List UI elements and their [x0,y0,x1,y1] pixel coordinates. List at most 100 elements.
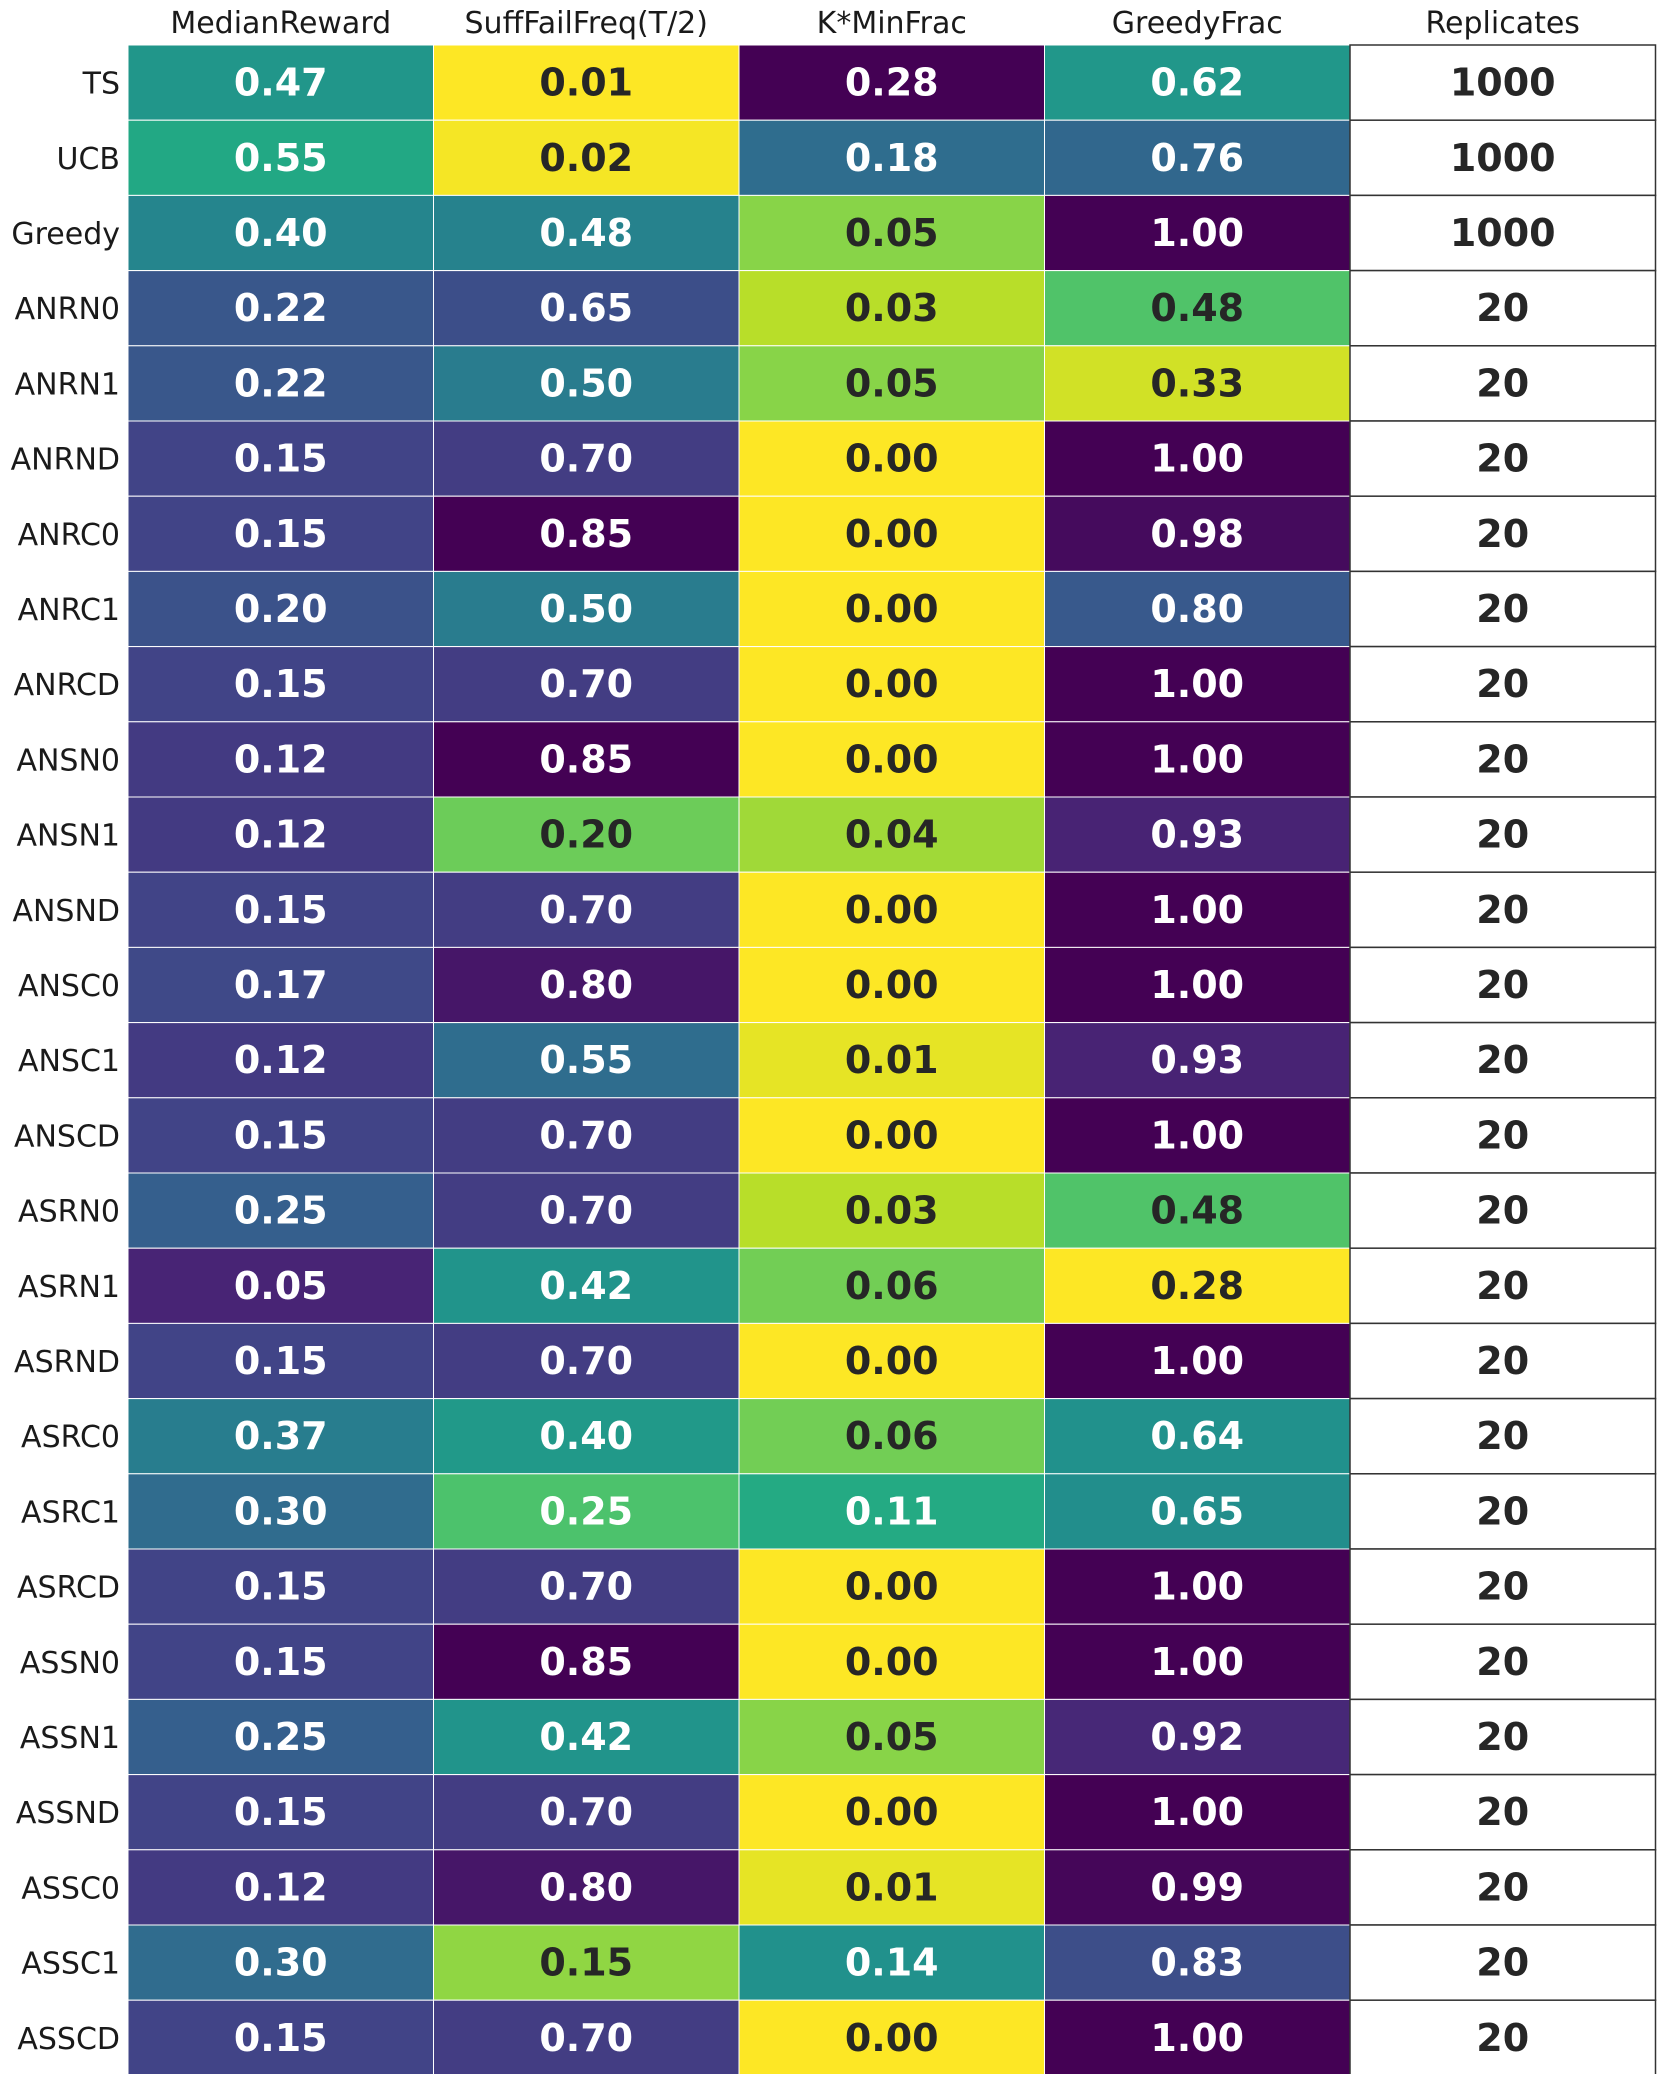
cell-value-label: 1.00 [1150,1640,1244,1684]
column-header: GreedyFrac [1112,6,1283,41]
heatmap-cell [738,1924,1045,2001]
heatmap-cell [1349,946,1657,1024]
cell-value-label: 0.14 [845,1941,939,1985]
cell-value-label: 1.00 [1150,888,1244,932]
cell-value-label: 0.30 [234,1489,328,1533]
heatmap-cell [1349,119,1657,197]
cell-value-label: 1000 [1450,136,1556,180]
heatmap-cell [1349,1773,1657,1851]
cell-value-label: 0.85 [539,1640,633,1684]
cell-value-label: 0.92 [1150,1715,1244,1759]
heatmap-cell [1349,1999,1657,2074]
heatmap-cell [433,1097,740,1174]
cell-value-label: 20 [1476,662,1529,706]
cell-value-label: 0.70 [539,662,633,706]
heatmap-cell [1349,645,1657,723]
heatmap-cell [1349,1247,1657,1325]
cell-value-label: 0.65 [1150,1489,1244,1533]
heatmap-cell [1349,1623,1657,1701]
cell-value-label: 0.00 [845,963,939,1007]
cell-value-label: 0.50 [539,587,633,631]
cell-value-label: 0.00 [845,437,939,481]
heatmap-cell [1044,1548,1351,1625]
cell-value-label: 0.15 [234,662,328,706]
row-label: ANRN1 [15,367,120,402]
heatmap-cell [738,1473,1045,1550]
heatmap-cell [1349,194,1657,272]
heatmap-cell [127,946,434,1024]
row-label: ASRN1 [18,1270,120,1305]
heatmap-cell [1044,270,1351,347]
heatmap-cell [127,1774,434,1851]
cell-value-label: 1.00 [1150,737,1244,781]
heatmap-cell [433,570,740,648]
cell-value-label: 1000 [1450,211,1556,255]
row-label: ANRN0 [15,292,120,327]
cell-value-label: 0.55 [234,136,328,180]
heatmap-cell [433,1924,740,2001]
heatmap-cell [738,1698,1045,1776]
heatmap-cell [127,1473,434,1550]
heatmap-cell [738,270,1045,347]
cell-value-label: 0.99 [1150,1865,1244,1909]
heatmap-cell [127,44,434,121]
heatmap-cell [1044,1698,1351,1776]
cell-value-label: 0.40 [234,211,328,255]
cell-value-label: 0.28 [845,61,939,105]
cell-value-label: 0.02 [539,136,633,180]
row-label: Greedy [11,217,120,252]
heatmap-cell [127,345,434,422]
row-label: UCB [57,142,121,177]
row-label: TS [82,67,120,102]
cell-value-label: 20 [1476,1339,1529,1383]
cell-value-label: 0.25 [234,1189,328,1233]
heatmap-cell [1349,1097,1657,1174]
heatmap-cell [127,1172,434,1249]
heatmap-cell [738,194,1045,272]
heatmap-cell [433,270,740,347]
cell-value-label: 20 [1476,361,1529,405]
heatmap-cell [1044,796,1351,873]
heatmap-cell [738,1247,1045,1324]
heatmap-cell [1349,1548,1657,1625]
heatmap-cell [433,1698,740,1776]
heatmap-cell [433,44,740,121]
heatmap-cell [433,1999,740,2074]
heatmap-cell [127,796,434,873]
row-label: ASRN0 [18,1195,120,1230]
row-label: ASSN1 [20,1721,120,1756]
cell-value-label: 0.83 [1150,1941,1244,1985]
cell-value-label: 0.47 [234,61,328,105]
row-label: ANRND [11,443,120,478]
cell-value-label: 0.00 [845,1339,939,1383]
heatmap-cell [433,1322,740,1400]
heatmap-cell [1044,1172,1351,1249]
cell-value-label: 0.70 [539,1339,633,1383]
cell-value-label: 0.15 [234,888,328,932]
heatmap-cell [1349,1849,1657,1926]
cell-value-label: 1.00 [1150,963,1244,1007]
cell-value-label: 0.15 [234,1565,328,1609]
cell-value-label: 0.05 [234,1264,328,1308]
cell-value-label: 0.00 [845,512,939,556]
cell-value-label: 0.48 [539,211,633,255]
heatmap-cell [738,1548,1045,1625]
cell-value-label: 0.04 [845,813,939,857]
heatmap-cell [433,1398,740,1475]
heatmap-cell [127,1924,434,2001]
cell-value-label: 0.48 [1150,1189,1244,1233]
row-label: ASSCD [17,2022,120,2057]
cell-value-label: 0.12 [234,737,328,781]
cell-value-label: 20 [1476,963,1529,1007]
cell-value-label: 0.00 [845,2016,939,2060]
heatmap-cell [738,1097,1045,1174]
row-label: ANRC1 [18,593,120,628]
row-label: ANRC0 [18,518,120,553]
cell-value-label: 0.17 [234,963,328,1007]
cell-value-label: 0.40 [539,1414,633,1458]
cell-value-label: 0.06 [845,1414,939,1458]
row-label: ANSC0 [18,969,120,1004]
cell-value-label: 20 [1476,1790,1529,1834]
cell-value-label: 0.25 [234,1715,328,1759]
cell-value-label: 0.11 [845,1489,939,1533]
